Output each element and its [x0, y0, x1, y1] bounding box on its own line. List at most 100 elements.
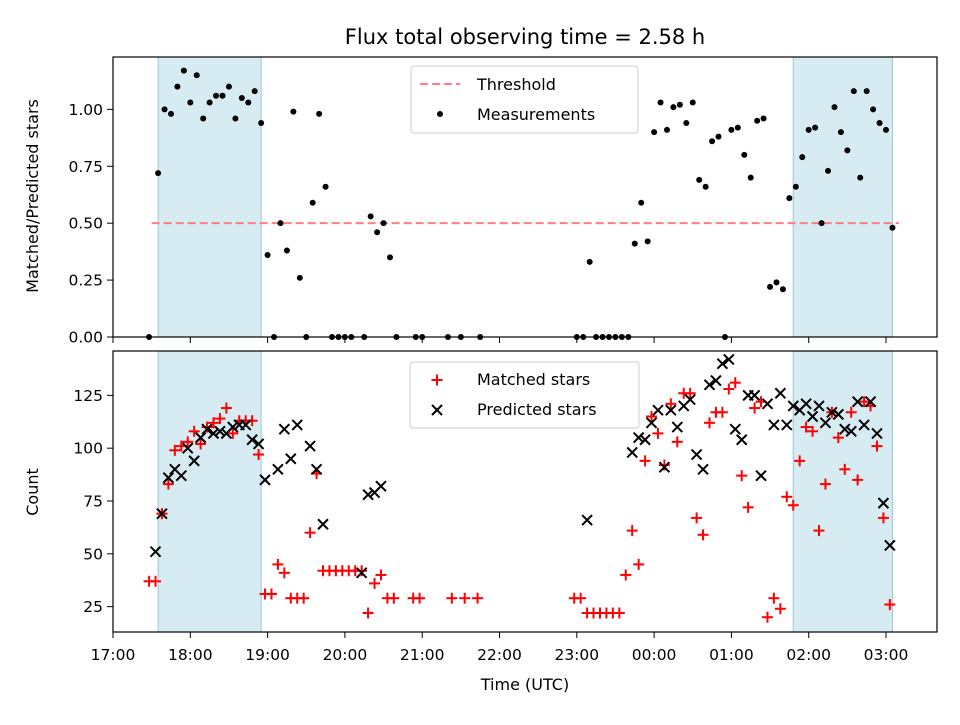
measurement-point	[174, 83, 181, 90]
predicted-star-point	[800, 398, 812, 410]
predicted-star-point	[864, 395, 877, 408]
measurement-point	[200, 115, 207, 122]
predicted-star-point	[684, 393, 696, 406]
matched-star-point	[272, 558, 284, 570]
predicted-star-point	[162, 472, 175, 484]
matched-star-point	[716, 406, 728, 418]
measurement-point	[193, 72, 200, 79]
predicted-star-point	[761, 398, 774, 410]
measurement-point	[863, 88, 870, 95]
measurement-point	[238, 94, 245, 101]
measurement-point	[167, 110, 174, 117]
predicted-star-point	[581, 514, 593, 526]
measurement-point	[232, 115, 239, 122]
matched-star-point	[729, 377, 741, 389]
matched-star-point	[807, 425, 819, 437]
matched-star-point	[761, 611, 773, 623]
matched-star-point	[626, 525, 638, 537]
count-x-tick-label: 18:00	[168, 646, 213, 664]
measurement-point	[728, 126, 735, 133]
ratio-y-tick-label: 0.50	[68, 215, 103, 233]
matched-star-point	[227, 427, 239, 439]
measurement-point	[676, 101, 683, 108]
predicted-star-point	[239, 419, 252, 431]
predicted-star-point	[774, 387, 787, 399]
predicted-star-point	[755, 469, 767, 482]
measurement-point	[805, 126, 812, 133]
matched-star-point	[639, 455, 651, 467]
predicted-star-point	[723, 353, 735, 366]
predicted-star-point	[194, 431, 207, 444]
predicted-star-point	[188, 455, 200, 467]
measurement-point	[773, 279, 780, 286]
predicted-star-point	[729, 423, 741, 435]
measurement-point	[715, 133, 722, 140]
predicted-star-point	[362, 488, 374, 501]
matched-star-point	[369, 577, 381, 589]
matched-star-point	[298, 592, 310, 604]
matched-star-point	[278, 567, 290, 579]
count-axes-frame	[112, 350, 938, 633]
legend-predicted-swatch	[431, 404, 443, 416]
count-x-tick-label: 23:00	[554, 646, 599, 664]
predicted-star-point	[285, 453, 297, 465]
predicted-star-point	[658, 461, 671, 473]
matched-star-point	[162, 478, 174, 490]
count-y-tick-label: 100	[73, 440, 103, 458]
ratio-y-tick-label: 0.25	[68, 272, 103, 290]
measurement-point	[702, 183, 709, 190]
count-x-tick-label: 03:00	[864, 646, 909, 664]
matched-star-point	[813, 525, 825, 537]
predicted-star-point	[806, 410, 819, 423]
measurement-point	[187, 99, 194, 106]
predicted-star-point	[671, 421, 683, 433]
measurement-point	[586, 258, 593, 265]
measurement-point	[870, 106, 877, 113]
ratio-legend: Threshold Measurements	[410, 65, 639, 134]
ratio-y-axis-label: Matched/Predicted stars	[23, 99, 42, 293]
measurement-point	[689, 99, 696, 106]
measurement-point	[876, 120, 883, 127]
matched-star-point	[646, 410, 658, 422]
measurement-point	[683, 120, 690, 127]
predicted-star-point	[884, 539, 896, 552]
matched-star-point	[201, 421, 213, 433]
predicted-star-point	[310, 463, 323, 476]
predicted-star-point	[768, 419, 780, 431]
predicted-star-point	[787, 400, 799, 412]
measurement-point	[747, 174, 754, 181]
count-y-axis-label: Count	[23, 468, 42, 516]
count-shaded-span	[157, 350, 262, 633]
matched-star-point	[736, 470, 748, 482]
measurement-point	[277, 220, 284, 227]
predicted-star-point	[832, 408, 845, 421]
matched-star-point	[207, 417, 219, 429]
matched-star-point	[182, 436, 194, 448]
predicted-star-point	[291, 419, 303, 431]
matched-star-point	[633, 558, 645, 570]
ratio-axes-frame	[112, 56, 938, 338]
measurement-point	[818, 220, 825, 227]
measurement-point	[380, 220, 387, 227]
count-x-tick-label: 21:00	[400, 646, 445, 664]
matched-star-point	[220, 402, 232, 414]
measurement-point	[889, 224, 896, 231]
matched-star-point	[265, 588, 277, 600]
measurement-point	[734, 124, 741, 131]
ratio-shaded-span	[157, 56, 262, 338]
predicted-star-point	[690, 448, 703, 461]
measurement-point	[837, 129, 844, 136]
measurement-point	[245, 99, 252, 106]
matched-star-point	[195, 438, 207, 450]
predicted-star-point	[871, 427, 883, 440]
matched-star-point	[652, 427, 664, 439]
ratio-y-tick-label: 0.75	[68, 158, 103, 176]
predicted-star-point	[877, 497, 890, 509]
measurement-point	[161, 106, 168, 113]
matched-star-point	[620, 569, 632, 581]
ratio-y-tick-label: 0.00	[68, 329, 103, 347]
measurement-point	[883, 126, 889, 133]
count-x-tick-label: 01:00	[709, 646, 754, 664]
count-x-tick-label: 22:00	[477, 646, 522, 664]
matched-star-point	[658, 459, 670, 471]
